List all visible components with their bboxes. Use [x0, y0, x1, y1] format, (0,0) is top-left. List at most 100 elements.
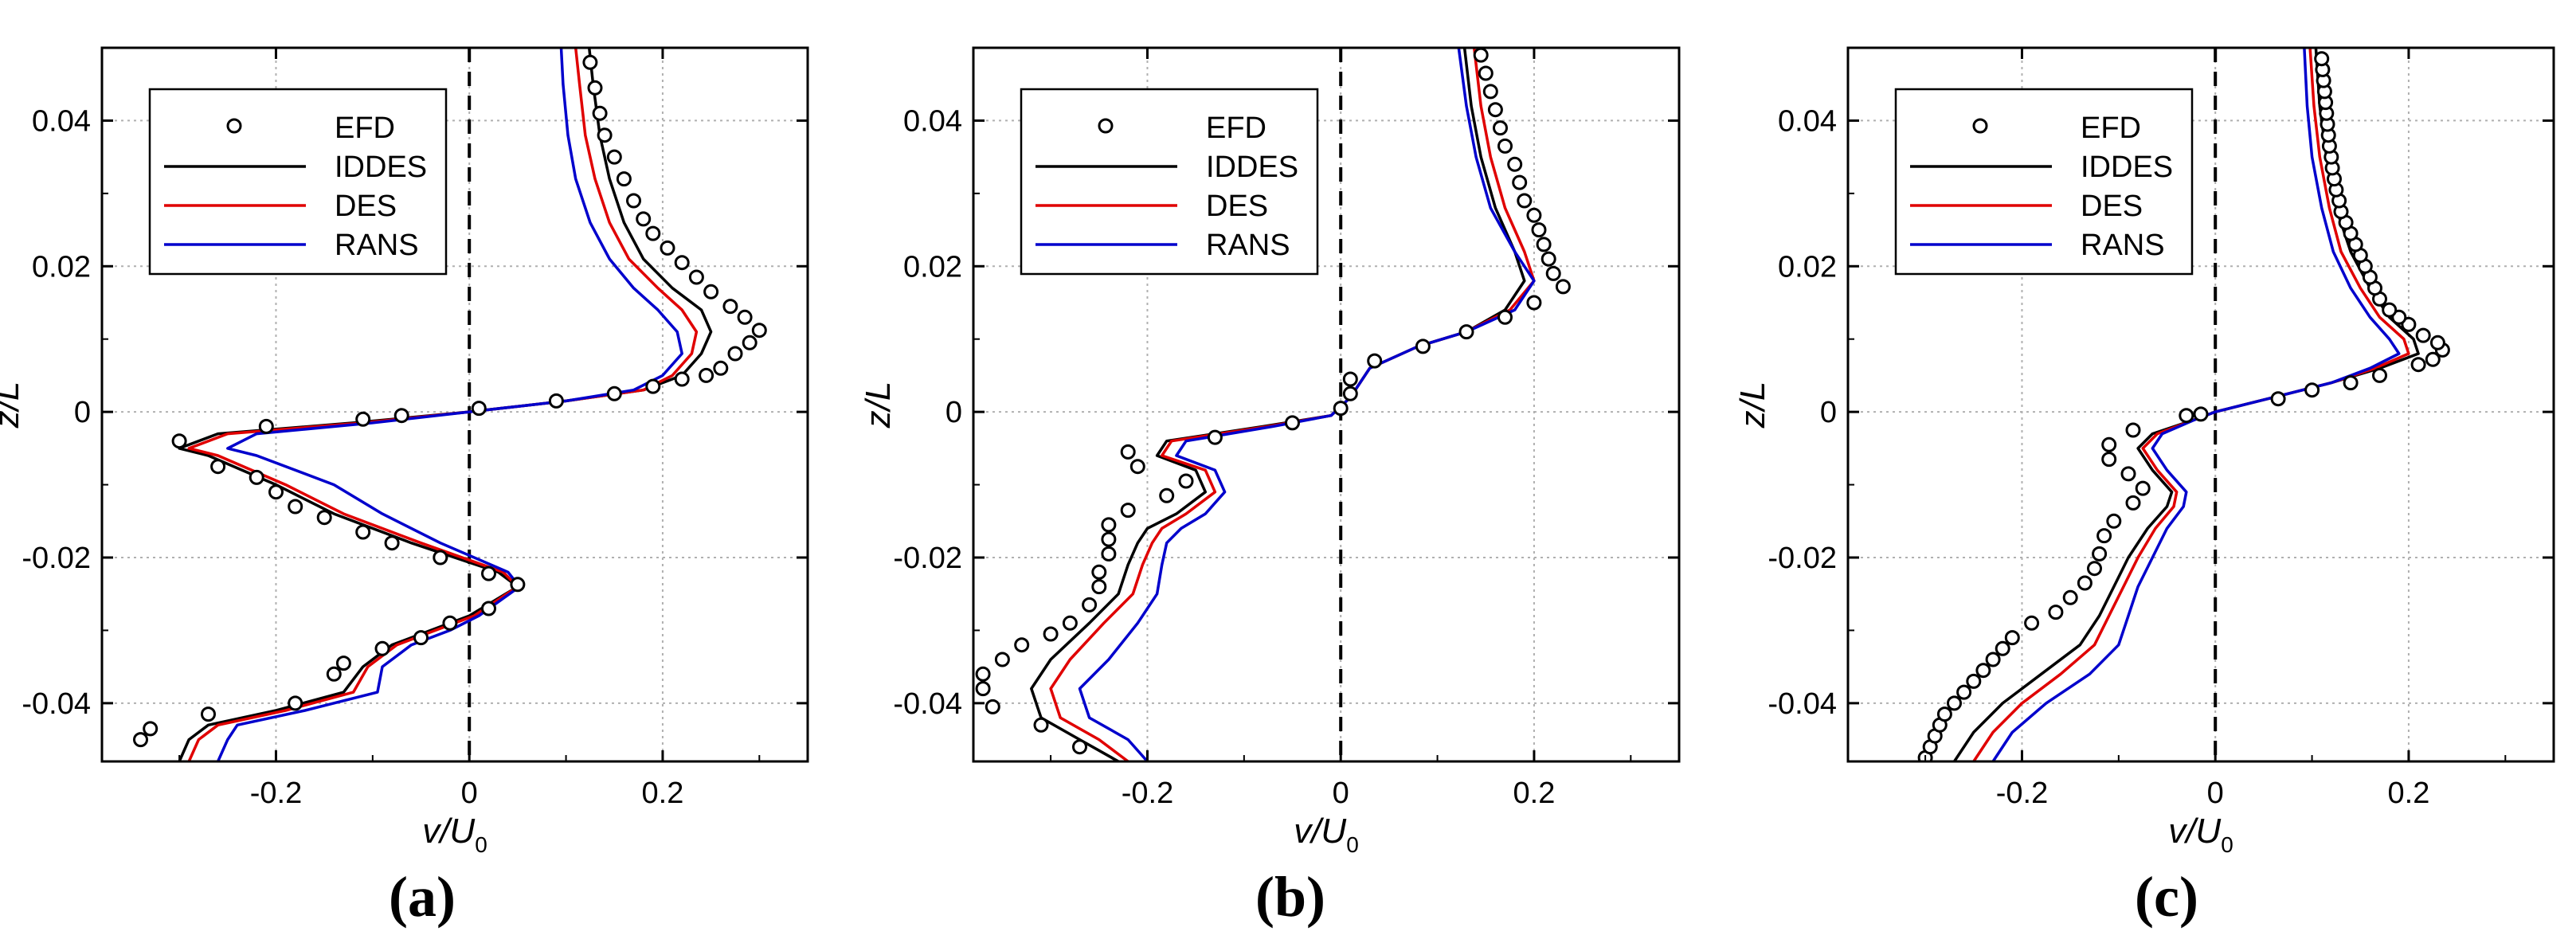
y-tick-label-1: -0.02 — [22, 542, 91, 575]
legend-label-rans: RANS — [1206, 229, 1290, 262]
x-tick-label-2: 0.2 — [642, 777, 684, 810]
efd-point-37 — [688, 269, 704, 285]
efd-point-23 — [393, 408, 409, 424]
efd-point-4 — [975, 666, 991, 682]
efd-point-32 — [1541, 251, 1556, 267]
efd-point-31 — [727, 346, 743, 362]
plot-area — [1917, 48, 2450, 761]
efd-point-44 — [1473, 48, 1489, 63]
efd-point-8 — [1062, 615, 1078, 631]
efd-point-28 — [1497, 309, 1513, 325]
legend-label-efd: EFD — [1206, 112, 1266, 145]
legend: EFD IDDES DES RANS — [1020, 88, 1319, 276]
efd-point-32 — [2410, 357, 2426, 373]
efd-point-12 — [433, 550, 448, 566]
efd-point-19 — [2106, 513, 2122, 529]
efd-point-39 — [1497, 138, 1513, 154]
efd-point-26 — [1415, 339, 1431, 354]
y-tick-label-0: -0.04 — [893, 687, 962, 721]
y-tick-label-4: 0.04 — [1778, 104, 1837, 138]
efd-point-18 — [249, 469, 264, 485]
efd-point-38 — [2391, 309, 2407, 325]
x-tick-label-1: 0 — [2207, 777, 2224, 810]
efd-point-8 — [442, 615, 458, 631]
efd-point-43 — [1478, 65, 1494, 81]
series-des-line — [187, 48, 699, 761]
efd-point-7 — [413, 630, 429, 646]
legend-label-efd: EFD — [335, 112, 395, 145]
series-des-line — [1049, 48, 1536, 761]
efd-point-22 — [355, 411, 371, 427]
y-tick-label-1: -0.02 — [893, 542, 962, 575]
efd-point-35 — [722, 299, 738, 315]
efd-point-9 — [1082, 597, 1098, 612]
efd-point-8 — [1975, 663, 1991, 679]
efd-point-9 — [481, 601, 496, 616]
efd-point-1 — [143, 721, 159, 737]
efd-point-7 — [1966, 673, 1982, 689]
efd-point-27 — [2193, 406, 2209, 422]
panel-1: -0.2 0 0.2 -0.04 -0.02 0 0.02 0.04 v/U0 z/L EFD IDD… — [0, 46, 809, 929]
efd-point-23 — [2101, 452, 2117, 468]
y-tick-label-0: -0.04 — [1768, 687, 1837, 721]
y-tick-label-4: 0.04 — [32, 104, 91, 138]
efd-point-2 — [201, 706, 216, 722]
efd-point-14 — [355, 524, 371, 540]
efd-point-27 — [1458, 324, 1474, 340]
series-rans-line — [1991, 48, 2401, 761]
efd-point-22 — [2120, 466, 2136, 482]
efd-point-48 — [582, 54, 598, 70]
efd-point-9 — [1985, 652, 2001, 667]
efd-point-18 — [1129, 459, 1145, 475]
efd-point-11 — [481, 566, 496, 581]
efd-point-20 — [1207, 429, 1223, 445]
efd-point-20 — [2125, 495, 2141, 511]
efd-point-14 — [2062, 589, 2078, 605]
axes-frame — [972, 46, 1681, 763]
panel-2: -0.2 0 0.2 -0.04 -0.02 0 0.02 0.04 v/U0 z/L EFD IDD… — [859, 46, 1681, 929]
efd-point-2 — [985, 699, 1000, 714]
plot-area — [975, 48, 1571, 761]
efd-point-28 — [674, 371, 690, 387]
legend-label-iddes: IDDES — [2081, 151, 2173, 184]
efd-point-5 — [1947, 695, 1962, 711]
efd-point-26 — [2179, 408, 2194, 424]
efd-point-6 — [1956, 684, 1972, 700]
efd-point-15 — [2077, 575, 2093, 591]
efd-point-28 — [2270, 391, 2286, 407]
efd-point-31 — [2372, 367, 2387, 383]
x-axis-label: v/U0 — [2168, 812, 2233, 857]
panel-3: -0.2 0 0.2 -0.04 -0.02 0 0.02 0.04 v/U0 z/L EFD IDD… — [1733, 46, 2555, 929]
efd-point-6 — [1014, 637, 1030, 653]
efd-point-12 — [2024, 615, 2040, 631]
efd-point-46 — [592, 105, 608, 121]
efd-point-5 — [335, 656, 351, 671]
y-tick-label-0: -0.04 — [22, 687, 91, 721]
efd-point-62 — [2314, 51, 2330, 67]
efd-point-30 — [2343, 375, 2359, 391]
legend-label-iddes: IDDES — [335, 151, 427, 184]
efd-point-29 — [1526, 295, 1542, 311]
efd-point-14 — [1101, 517, 1117, 533]
efd-point-11 — [2004, 630, 2020, 646]
legend: EFD IDDES DES RANS — [148, 88, 448, 276]
efd-point-35 — [1526, 207, 1542, 223]
series-rans-line — [1078, 48, 1536, 761]
efd-point-4 — [326, 666, 342, 682]
x-tick-label-1: 0 — [461, 777, 478, 810]
efd-point-41 — [1487, 102, 1503, 118]
efd-point-23 — [1342, 385, 1358, 401]
efd-point-37 — [1512, 174, 1528, 190]
efd-point-20 — [171, 433, 187, 449]
efd-point-39 — [660, 240, 675, 256]
y-axis-label: z/L — [859, 382, 898, 429]
efd-point-25 — [1367, 353, 1383, 369]
efd-point-29 — [2304, 382, 2320, 398]
efd-point-1 — [1033, 717, 1049, 733]
y-tick-label-1: -0.02 — [1768, 542, 1837, 575]
efd-point-7 — [1043, 626, 1059, 642]
efd-point-25 — [548, 393, 564, 409]
efd-point-10 — [510, 577, 526, 593]
efd-point-40 — [645, 225, 661, 241]
